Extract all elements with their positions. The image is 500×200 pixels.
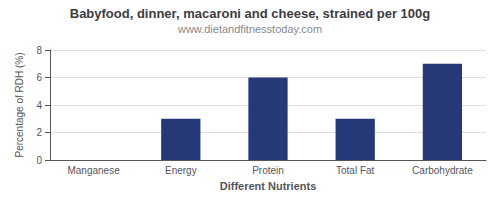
svg-text:Total Fat: Total Fat — [336, 165, 375, 176]
svg-text:6: 6 — [36, 72, 42, 83]
svg-text:4: 4 — [36, 100, 42, 111]
svg-text:Manganese: Manganese — [67, 165, 120, 176]
svg-text:www.dietandfitnesstoday.com: www.dietandfitnesstoday.com — [177, 23, 322, 35]
svg-text:0: 0 — [36, 155, 42, 166]
svg-text:Protein: Protein — [252, 165, 284, 176]
svg-text:Babyfood, dinner, macaroni and: Babyfood, dinner, macaroni and cheese, s… — [70, 6, 431, 21]
svg-text:8: 8 — [36, 45, 42, 56]
svg-text:Carbohydrate: Carbohydrate — [412, 165, 473, 176]
svg-text:2: 2 — [36, 127, 42, 138]
svg-text:Percentage of RDH (%): Percentage of RDH (%) — [14, 52, 25, 157]
svg-text:Different Nutrients: Different Nutrients — [220, 180, 317, 192]
svg-text:Energy: Energy — [165, 165, 197, 176]
